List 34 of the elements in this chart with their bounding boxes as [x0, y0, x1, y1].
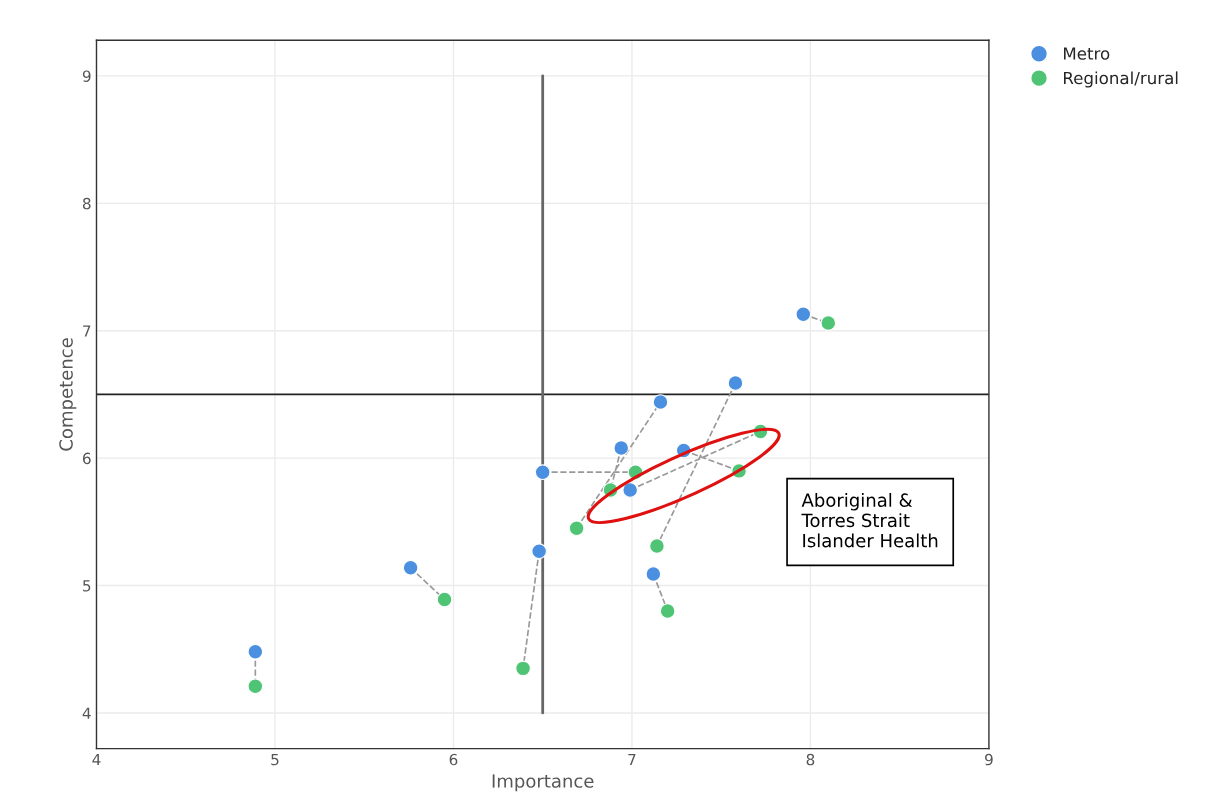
point: [649, 538, 665, 554]
point: [515, 660, 531, 677]
point: [622, 482, 638, 498]
x-tick-label: 8: [806, 753, 815, 766]
y-tick-label: 9: [82, 70, 91, 82]
point: [247, 678, 264, 695]
point: [247, 643, 264, 660]
x-tick-label: 7: [628, 753, 636, 766]
point: [795, 306, 812, 323]
point: [568, 520, 585, 537]
annotation: Aboriginal & Torres Strait Islander Health: [801, 493, 938, 548]
y-tick-label: 7: [83, 325, 91, 337]
x-tick-label: 9: [985, 753, 993, 766]
y-tick-label: 6: [82, 452, 91, 465]
point: [645, 566, 662, 582]
point: [727, 375, 744, 391]
point: [652, 394, 669, 410]
x-tick-label: 4: [92, 753, 101, 766]
point: [436, 591, 453, 608]
point: [531, 543, 547, 560]
x-tick-label: 5: [271, 753, 279, 766]
point: [534, 464, 551, 481]
point: [659, 603, 676, 619]
y-axis-title: Competence: [59, 338, 77, 451]
y-tick-label: 5: [83, 580, 91, 592]
point: [402, 559, 419, 576]
x-tick-label: 6: [449, 753, 458, 766]
y-tick-label: 4: [82, 707, 91, 719]
y-tick-label: 8: [82, 197, 91, 210]
legend-label: Metro: [1064, 47, 1110, 60]
point: [820, 315, 837, 331]
point: [613, 440, 630, 456]
legend-label: Regional/rural: [1064, 71, 1178, 88]
x-axis-title: Importance: [492, 774, 594, 792]
